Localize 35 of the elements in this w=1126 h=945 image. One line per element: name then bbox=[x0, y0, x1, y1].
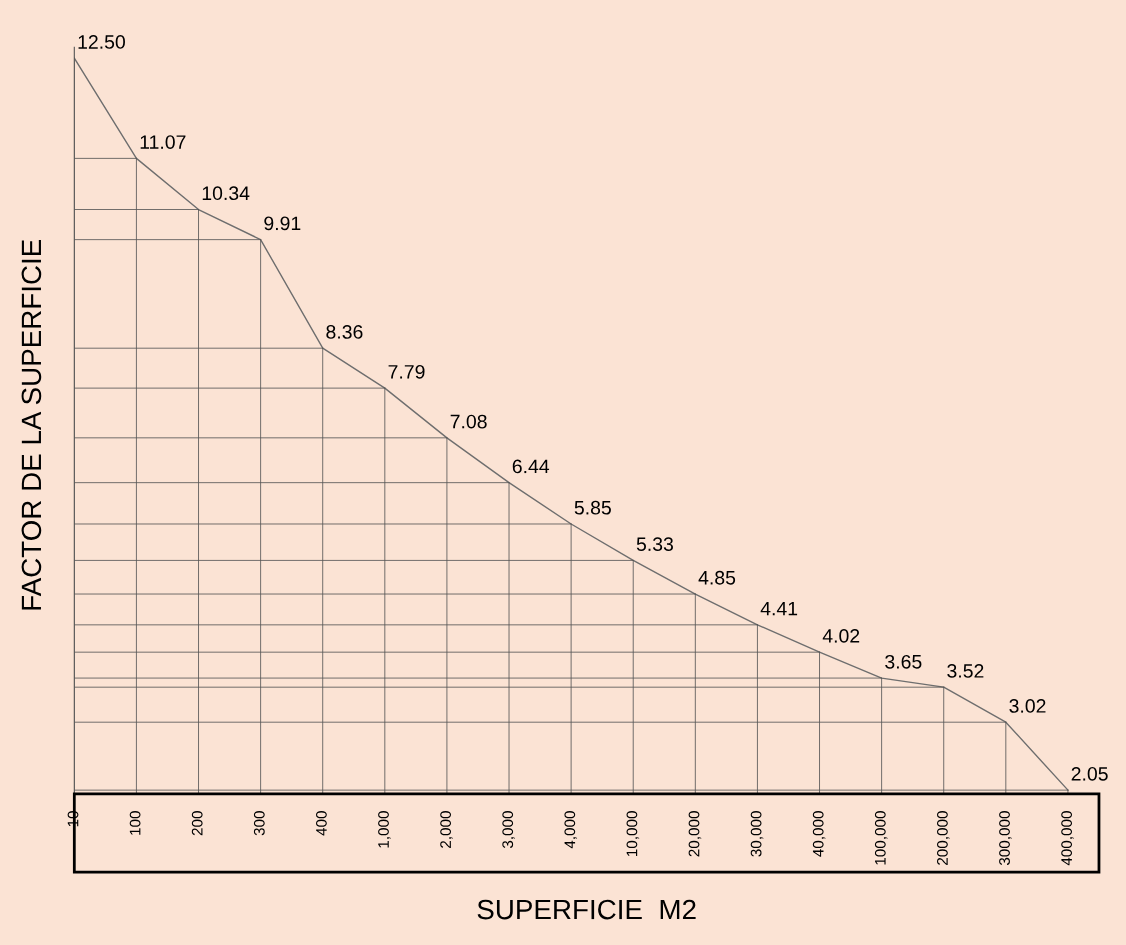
data-label: 9.91 bbox=[264, 216, 301, 231]
data-label: 12.50 bbox=[78, 35, 125, 49]
x-axis-title: SUPERFICIE M2 bbox=[477, 899, 696, 920]
data-label: 5.33 bbox=[636, 537, 673, 552]
y-axis-title: FACTOR DE LA SUPERFICIE bbox=[21, 239, 42, 610]
x-tick-label: 10,000 bbox=[626, 811, 640, 857]
x-tick-label: 100,000 bbox=[874, 811, 888, 865]
x-tick-label: 300 bbox=[253, 811, 265, 836]
data-label: 7.08 bbox=[450, 414, 487, 429]
data-label: 6.44 bbox=[512, 459, 550, 474]
data-label: 5.85 bbox=[574, 500, 611, 515]
x-tick-label: 3,000 bbox=[502, 811, 515, 849]
data-label: 4.41 bbox=[760, 601, 798, 616]
x-tick-label: 20,000 bbox=[688, 811, 702, 857]
x-tick-label: 1,000 bbox=[378, 811, 391, 848]
data-label: 3.52 bbox=[947, 664, 984, 678]
data-label: 8.36 bbox=[326, 325, 363, 339]
x-tick-label: 4,000 bbox=[564, 811, 578, 849]
data-label: 4.85 bbox=[698, 570, 736, 585]
data-label: 4.02 bbox=[822, 628, 860, 643]
x-tick-label: 100 bbox=[129, 811, 141, 835]
data-label: 10.34 bbox=[202, 186, 250, 201]
x-tick-label: 300,000 bbox=[999, 811, 1012, 866]
x-tick-label: 200,000 bbox=[937, 811, 950, 865]
data-label: 7.79 bbox=[388, 364, 425, 379]
data-label: 3.65 bbox=[885, 654, 922, 669]
x-tick-label: 400 bbox=[316, 811, 327, 836]
x-tick-label: 200 bbox=[191, 811, 203, 836]
x-tick-label: 400,000 bbox=[1061, 811, 1074, 866]
x-tick-label: 2,000 bbox=[440, 811, 453, 848]
x-tick-label: 30,000 bbox=[750, 811, 764, 857]
x-tick-label: 40,000 bbox=[812, 811, 826, 857]
data-label: 11.07 bbox=[140, 135, 186, 149]
data-label: 3.02 bbox=[1009, 699, 1046, 713]
data-label: 2.05 bbox=[1071, 766, 1108, 781]
